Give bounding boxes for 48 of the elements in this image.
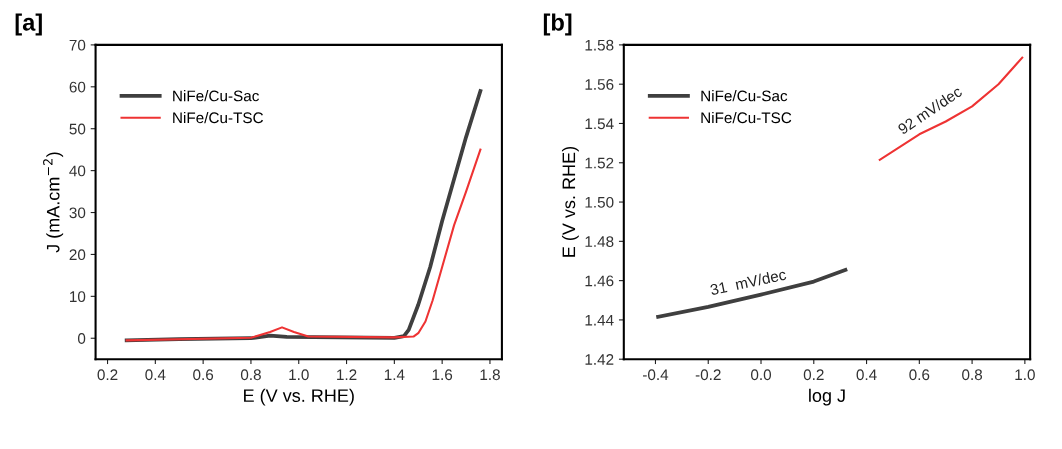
y-tick-label: 0	[77, 333, 86, 344]
y-tick-label: 1.42	[585, 354, 614, 365]
x-tick-label: -0.4	[642, 369, 669, 381]
y-tick-label: 10	[70, 291, 86, 303]
y-tick-label: 1.54	[585, 118, 614, 130]
x-tick-label: 0.4	[856, 369, 877, 381]
y-tick-label: 30	[69, 207, 86, 219]
legend-label: NiFe/Cu-TSC	[173, 111, 264, 124]
x-tick-label: -0.2	[695, 369, 721, 381]
chart-title: [a]	[15, 13, 42, 36]
chart-title: [b]	[543, 13, 572, 36]
x-tick-label: 0.8	[240, 369, 261, 381]
y-axis-title: J (mA.cm$^{−2}$)	[43, 152, 64, 253]
legend-label: NiFe/Cu-Sac	[173, 90, 259, 102]
y-tick-label: 1.48	[585, 236, 614, 248]
y-tick-label: 1.50	[585, 196, 614, 208]
y-axis-title: E (V vs. RHE)	[561, 146, 579, 257]
y-tick-label: 1.46	[585, 275, 614, 287]
x-tick-label: 0.6	[193, 369, 214, 381]
y-tick-label: 70	[69, 39, 86, 51]
y-tick-label: 1.58	[585, 39, 614, 51]
x-tick-label: 0.2	[97, 369, 118, 381]
x-tick-label: 0.0	[750, 369, 772, 381]
x-tick-label: 1.0	[289, 369, 309, 381]
legend-label: NiFe/Cu-Sac	[701, 90, 788, 102]
y-tick-label: 1.56	[585, 79, 614, 90]
x-tick-label: 1.6	[432, 369, 453, 381]
x-tick-label: 0.4	[145, 369, 166, 381]
x-axis-title: E (V vs. RHE)	[244, 388, 354, 406]
y-tick-label: 40	[69, 165, 86, 177]
annotation: 31 mV/dec	[709, 268, 787, 296]
x-tick-label: 1.8	[480, 369, 500, 381]
x-tick-label: 0.8	[962, 369, 983, 381]
x-tick-label: 1.2	[337, 369, 357, 380]
y-tick-label: 60	[69, 81, 86, 93]
legend-label: NiFe/Cu-TSC	[701, 111, 792, 124]
x-tick-label: 1.0	[1015, 369, 1035, 381]
y-tick-label: 1.52	[585, 157, 614, 169]
x-tick-label: 1.4	[384, 369, 405, 380]
line-series	[656, 267, 848, 319]
x-tick-label: 0.2	[803, 369, 824, 381]
y-tick-label: 50	[69, 123, 86, 135]
line-series	[878, 56, 1024, 161]
x-axis-title: log J	[809, 388, 845, 406]
x-tick-label: 0.6	[909, 369, 930, 381]
line-series	[125, 148, 482, 342]
y-tick-label: 20	[69, 249, 86, 261]
y-tick-label: 1.44	[585, 314, 614, 326]
